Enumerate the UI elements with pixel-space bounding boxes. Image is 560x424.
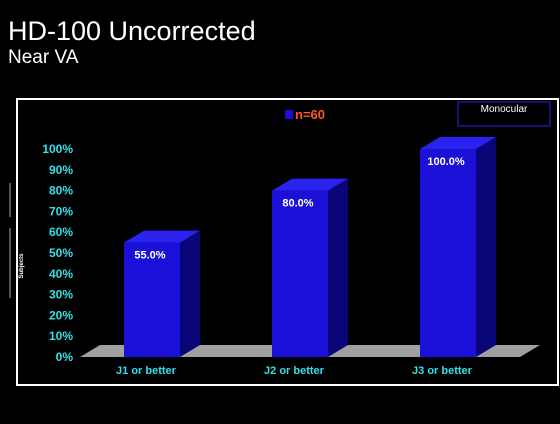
y-tick-label: 50% [49,246,73,260]
chart-frame [16,98,559,386]
data-label: 55.0% [134,250,165,262]
bar-top-face [420,137,496,149]
y-tick-label: 70% [49,204,73,218]
y-tick-label: 20% [49,308,73,322]
bars: 55.0% 80.0% 100.0% [124,137,496,357]
bar-side-face [328,178,348,357]
y-tick-label: 10% [49,329,73,343]
annotation-box-label: Monocular [481,104,528,115]
bar-front-face [420,149,476,357]
x-tick-label: J3 or better [412,365,473,377]
y-tick-label: 90% [49,163,73,177]
slide-title: HD-100 Uncorrected [8,16,256,46]
y-tick-label: 60% [49,225,73,239]
legend-label: n=60 [295,107,325,122]
y-tick-label: 40% [49,267,73,281]
left-divider-bottom [9,228,11,298]
annotation-box-frame [457,101,551,127]
bar: 55.0% [124,230,200,357]
legend: n=60 [285,107,325,122]
y-tick-label: 0% [56,350,74,364]
legend-swatch [285,110,293,119]
bar-side-face [476,137,496,357]
bar: 80.0% [272,178,348,357]
bar-front-face [124,242,180,357]
y-axis-ticks: 0% 10% 20% 30% 40% 50% 60% 70% 80% 90% 100% [42,142,73,364]
bar-side-face [180,230,200,357]
slide-subtitle: Near VA [8,47,79,68]
annotation-box: Monocular [457,101,551,127]
bar-top-face [272,178,348,191]
bar-front-face [272,190,328,357]
y-tick-label: 30% [49,288,73,302]
y-tick-label: 100% [42,142,73,156]
x-axis-ticks: J1 or better J2 or better J3 or better [116,365,473,377]
left-divider-top [9,183,11,217]
x-tick-label: J1 or better [116,365,177,377]
y-tick-label: 80% [49,184,73,198]
x-tick-label: J2 or better [264,365,325,377]
data-label: 80.0% [282,198,313,210]
y-axis-label: Subjects [19,253,25,279]
bar: 100.0% [420,137,496,357]
bar-top-face [124,230,200,243]
data-label: 100.0% [427,156,465,168]
